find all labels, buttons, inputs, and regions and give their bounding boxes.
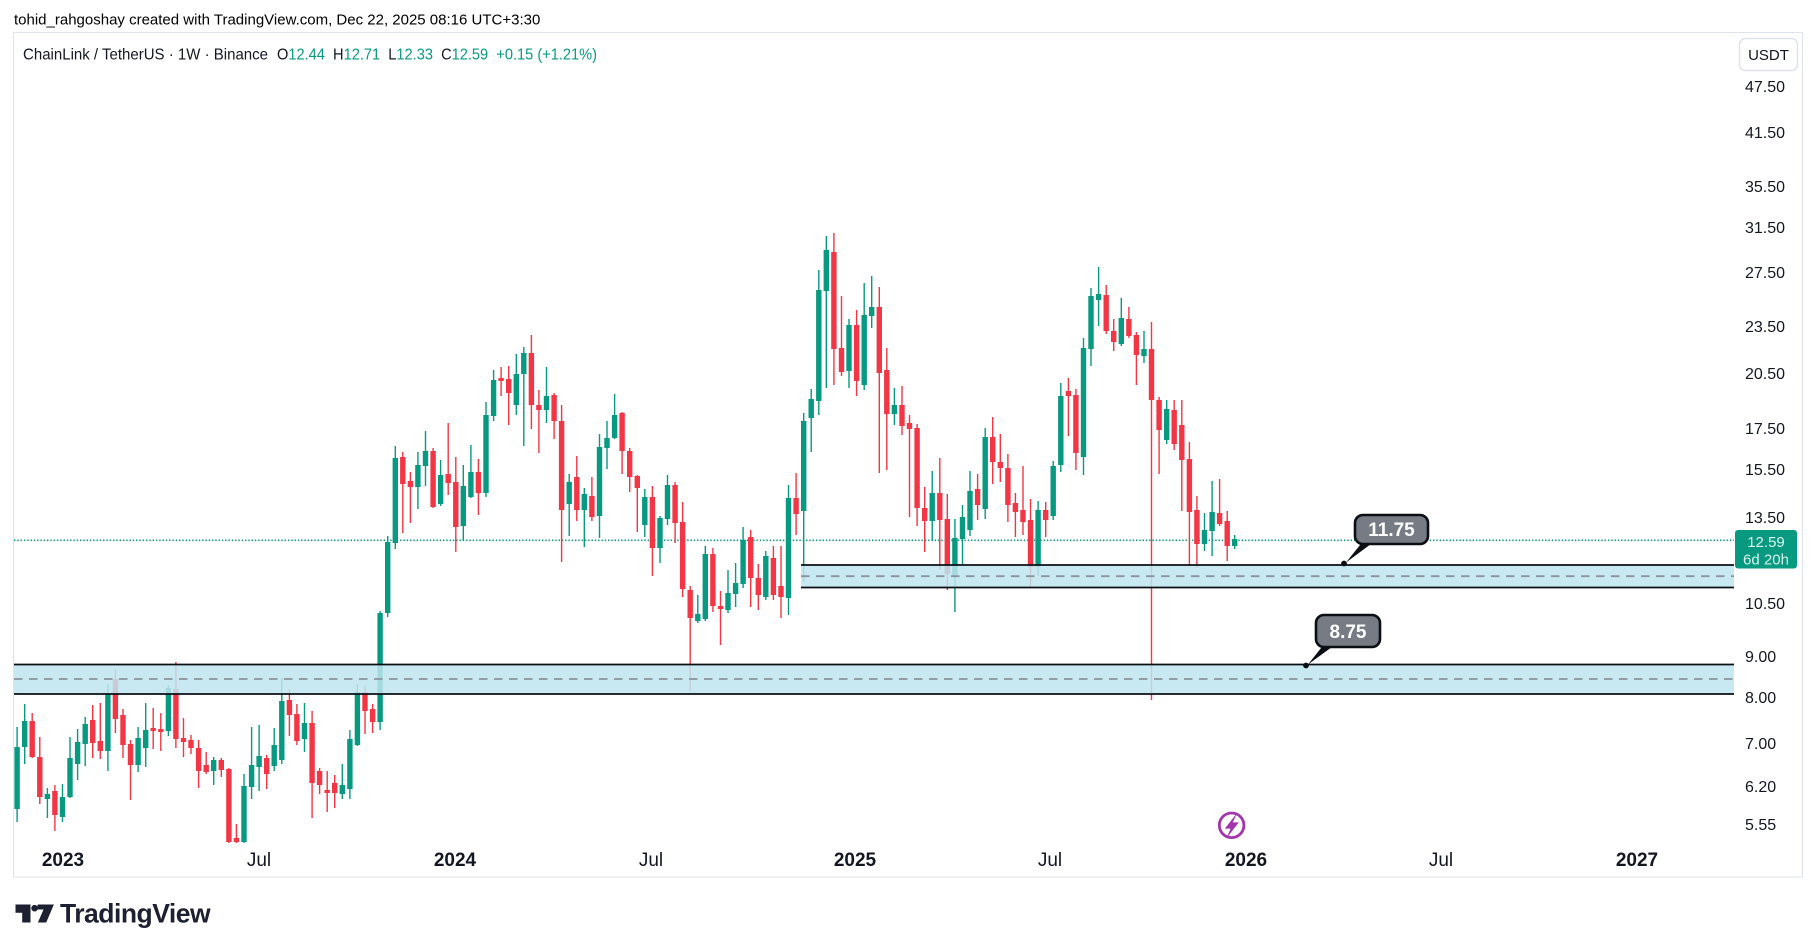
svg-text:41.50: 41.50 (1745, 125, 1785, 142)
svg-text:2023: 2023 (42, 850, 84, 871)
svg-text:8.75: 8.75 (1330, 622, 1367, 643)
svg-text:Jul: Jul (1038, 850, 1062, 871)
svg-text:USDT: USDT (1748, 47, 1789, 64)
svg-text:17.50: 17.50 (1745, 421, 1785, 438)
svg-text:2026: 2026 (1225, 850, 1267, 871)
svg-text:15.50: 15.50 (1745, 462, 1785, 479)
svg-text:13.50: 13.50 (1745, 510, 1785, 527)
svg-text:7.00: 7.00 (1745, 736, 1776, 753)
svg-text:27.50: 27.50 (1745, 265, 1785, 282)
svg-text:47.50: 47.50 (1745, 79, 1785, 96)
svg-text:Jul: Jul (247, 850, 271, 871)
svg-text:5.55: 5.55 (1745, 817, 1776, 834)
svg-text:ChainLink / TetherUS · 1W · Bi: ChainLink / TetherUS · 1W · Binance (23, 47, 268, 64)
svg-text:9.00: 9.00 (1745, 649, 1776, 666)
svg-text:23.50: 23.50 (1745, 319, 1785, 336)
svg-text:6.20: 6.20 (1745, 779, 1776, 796)
svg-text:11.75: 11.75 (1368, 520, 1415, 541)
svg-text:Jul: Jul (1429, 850, 1453, 871)
svg-text:2024: 2024 (434, 850, 477, 871)
svg-text:2025: 2025 (834, 850, 877, 871)
svg-text:tohid_rahgoshay created with T: tohid_rahgoshay created with TradingView… (14, 12, 540, 29)
svg-text:TradingView: TradingView (60, 899, 211, 929)
svg-text:8.00: 8.00 (1745, 690, 1776, 707)
svg-text:35.50: 35.50 (1745, 179, 1785, 196)
svg-text:12.59: 12.59 (1747, 534, 1785, 551)
svg-text:10.50: 10.50 (1745, 596, 1785, 613)
svg-text:6d 20h: 6d 20h (1743, 552, 1789, 569)
svg-text:Jul: Jul (639, 850, 663, 871)
svg-text:O12.44 H12.71 L12.33 C12.59: O12.44 H12.71 L12.33 C12.59 +0.15 (+1.21… (277, 47, 597, 64)
svg-text:31.50: 31.50 (1745, 220, 1785, 237)
svg-text:20.50: 20.50 (1745, 366, 1785, 383)
svg-text:2027: 2027 (1616, 850, 1658, 871)
